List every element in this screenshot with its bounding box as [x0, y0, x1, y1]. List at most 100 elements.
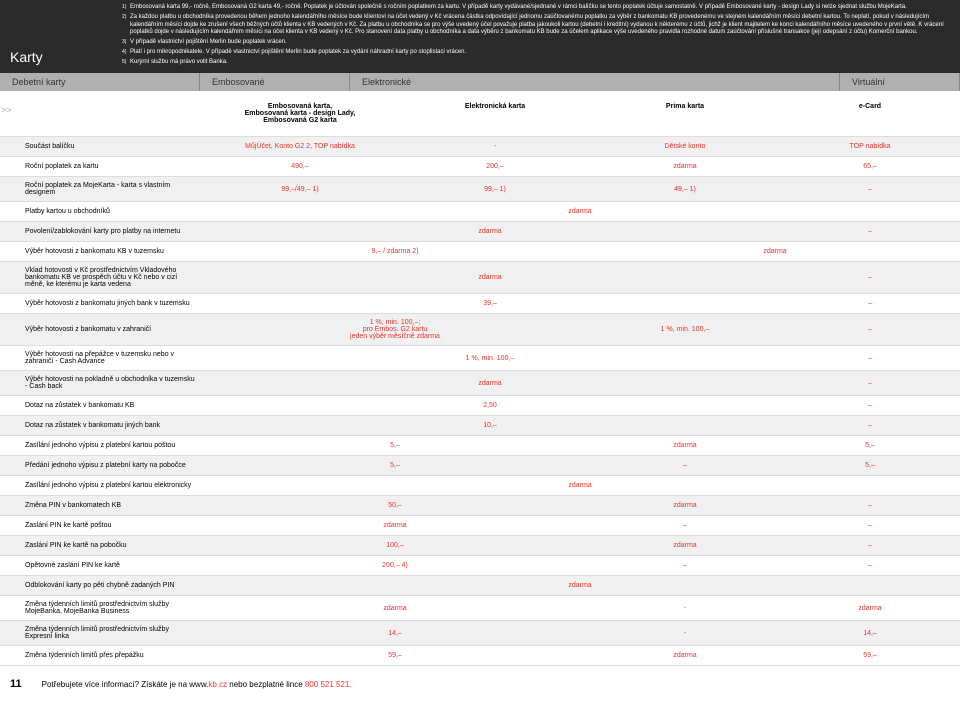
cell: 5,– — [780, 456, 960, 476]
cell: MůjÚčet, Konto G2.2, TOP nabídka — [200, 137, 400, 157]
column-head: e-Card — [780, 103, 960, 124]
footnotes: 1)Embosovaná karta 99,- ročně, Embosovan… — [112, 0, 960, 73]
cell: – — [780, 222, 960, 242]
cell: zdarma — [590, 436, 780, 456]
cell: 14,– — [200, 621, 590, 646]
cell: 10,– — [200, 416, 780, 436]
table-row: Změna týdenních limitů prostřednictvím s… — [0, 621, 960, 646]
cell: – — [780, 371, 960, 396]
cell: 5,– — [780, 436, 960, 456]
row-label: Změna týdenních limitů prostřednictvím s… — [0, 596, 200, 621]
column-head: Prima karta — [590, 103, 780, 124]
cell: zdarma — [780, 596, 960, 621]
section-title: Karty — [0, 0, 112, 73]
table-row: Výběr hotovosti z bankomatu KB v tuzemsk… — [0, 242, 960, 262]
row-label: Výběr hotovosti na pokladně u obchodníka… — [0, 371, 200, 396]
table-row: Změna PIN v bankomatech KB50,–zdarma– — [0, 496, 960, 516]
cell: – — [780, 262, 960, 294]
table-row: Změna týdenních limitů prostřednictvím s… — [0, 596, 960, 621]
table-row: Povolení/zablokování karty pro platby na… — [0, 222, 960, 242]
cell: – — [780, 536, 960, 556]
cell: 65,– — [780, 157, 960, 177]
cell: 49,– 1) — [590, 177, 780, 202]
table-row: Zasílání jednoho výpisu z platební karto… — [0, 436, 960, 456]
cell: – — [780, 314, 960, 346]
cell: 9,– / zdarma 2) — [200, 242, 590, 262]
arrow-icon: >> — [1, 73, 12, 83]
cell: 100,– — [200, 536, 590, 556]
row-label: Vklad hotovosti v Kč prostřednictvím Vkl… — [0, 262, 200, 294]
cell: zdarma — [590, 157, 780, 177]
table-row: Dotaz na zůstatek v bankomatu jiných ban… — [0, 416, 960, 436]
cell: – — [780, 516, 960, 536]
cell: 59,– — [200, 646, 590, 666]
cell: Dětské konto — [590, 137, 780, 157]
cell: 1 %, min. 100,–;pro Embos. G2 kartujeden… — [200, 314, 590, 346]
cell: – — [780, 294, 960, 314]
cell: 14,– — [780, 621, 960, 646]
row-label: Roční poplatek za MojeKarta - karta s vl… — [0, 177, 200, 202]
table-row: Výběr hotovosti na pokladně u obchodníka… — [0, 371, 960, 396]
cell: – — [780, 396, 960, 416]
table-row: Vklad hotovosti v Kč prostřednictvím Vkl… — [0, 262, 960, 294]
row-label: Změna PIN v bankomatech KB — [0, 496, 200, 516]
row-label: Výběr hotovosti z bankomatu jiných bank … — [0, 294, 200, 314]
cell: – — [590, 556, 780, 576]
tab[interactable]: Virtuální — [840, 73, 960, 91]
cell: 490,– — [200, 157, 400, 177]
cell: 99,– 1) — [400, 177, 590, 202]
table-row: Součást balíčkuMůjÚčet, Konto G2.2, TOP … — [0, 137, 960, 157]
table-row: Změna týdenních limitů přes přepážku59,–… — [0, 646, 960, 666]
cell: zdarma — [200, 202, 960, 222]
tab[interactable]: Debetní karty — [0, 73, 200, 91]
row-label: Součást balíčku — [0, 137, 200, 157]
row-label: Změna týdenních limitů přes přepážku — [0, 646, 200, 666]
cell: 99,–/49,– 1) — [200, 177, 400, 202]
cell: zdarma — [200, 476, 960, 496]
row-label: Opětovné zaslání PIN ke kartě — [0, 556, 200, 576]
cell: zdarma — [200, 516, 590, 536]
cell: - — [590, 621, 780, 646]
row-label: Výběr hotovosti z bankomatu v zahraničí — [0, 314, 200, 346]
cell: zdarma — [590, 242, 960, 262]
row-label: Platby kartou u obchodníků — [0, 202, 200, 222]
table-row: Roční poplatek za kartu490,–200,–zdarma6… — [0, 157, 960, 177]
cell: zdarma — [200, 576, 960, 596]
table-row: Platby kartou u obchodníkůzdarma — [0, 202, 960, 222]
cell: 200,– 4) — [200, 556, 590, 576]
cell: 59,– — [780, 646, 960, 666]
table-row: Odblokování karty po pěti chybně zadanýc… — [0, 576, 960, 596]
tab[interactable]: Embosované — [200, 73, 350, 91]
cell: zdarma — [200, 596, 590, 621]
table-row: Zasílání jednoho výpisu z platební karto… — [0, 476, 960, 496]
column-head: Embosovaná karta,Embosovaná karta - desi… — [200, 103, 400, 124]
table-row: Výběr hotovosti na přepážce v tuzemsku n… — [0, 346, 960, 371]
cell: – — [590, 516, 780, 536]
column-head: Elektronická karta — [400, 103, 590, 124]
cell: – — [780, 416, 960, 436]
table-row: Výběr hotovosti z bankomatu v zahraničí1… — [0, 314, 960, 346]
cell: 50,– — [200, 496, 590, 516]
cell: 5,– — [200, 436, 590, 456]
cell: – — [780, 496, 960, 516]
row-label: Výběr hotovosti na přepážce v tuzemsku n… — [0, 346, 200, 371]
cell: 5,– — [200, 456, 590, 476]
row-label: Zaslání PIN ke kartě na pobočku — [0, 536, 200, 556]
arrow-icon: >> — [1, 105, 12, 115]
table-row: Zaslání PIN ke kartě poštouzdarma–– — [0, 516, 960, 536]
cell: zdarma — [200, 262, 780, 294]
table-row: Výběr hotovosti z bankomatu jiných bank … — [0, 294, 960, 314]
tab[interactable]: Elektronické — [350, 73, 840, 91]
cell: zdarma — [590, 496, 780, 516]
row-label: Dotaz na zůstatek v bankomatu jiných ban… — [0, 416, 200, 436]
page-footer: 11 Potřebujete více informací? Získáte j… — [0, 666, 960, 702]
cell: 1 %, min. 100,– — [200, 346, 780, 371]
row-label: Zaslání PIN ke kartě poštou — [0, 516, 200, 536]
cell: - — [400, 137, 590, 157]
table-row: Předání jednoho výpisu z platební karty … — [0, 456, 960, 476]
cell: zdarma — [200, 222, 780, 242]
cell: zdarma — [590, 536, 780, 556]
cell: – — [780, 556, 960, 576]
cell: – — [590, 456, 780, 476]
table-row: Roční poplatek za MojeKarta - karta s vl… — [0, 177, 960, 202]
